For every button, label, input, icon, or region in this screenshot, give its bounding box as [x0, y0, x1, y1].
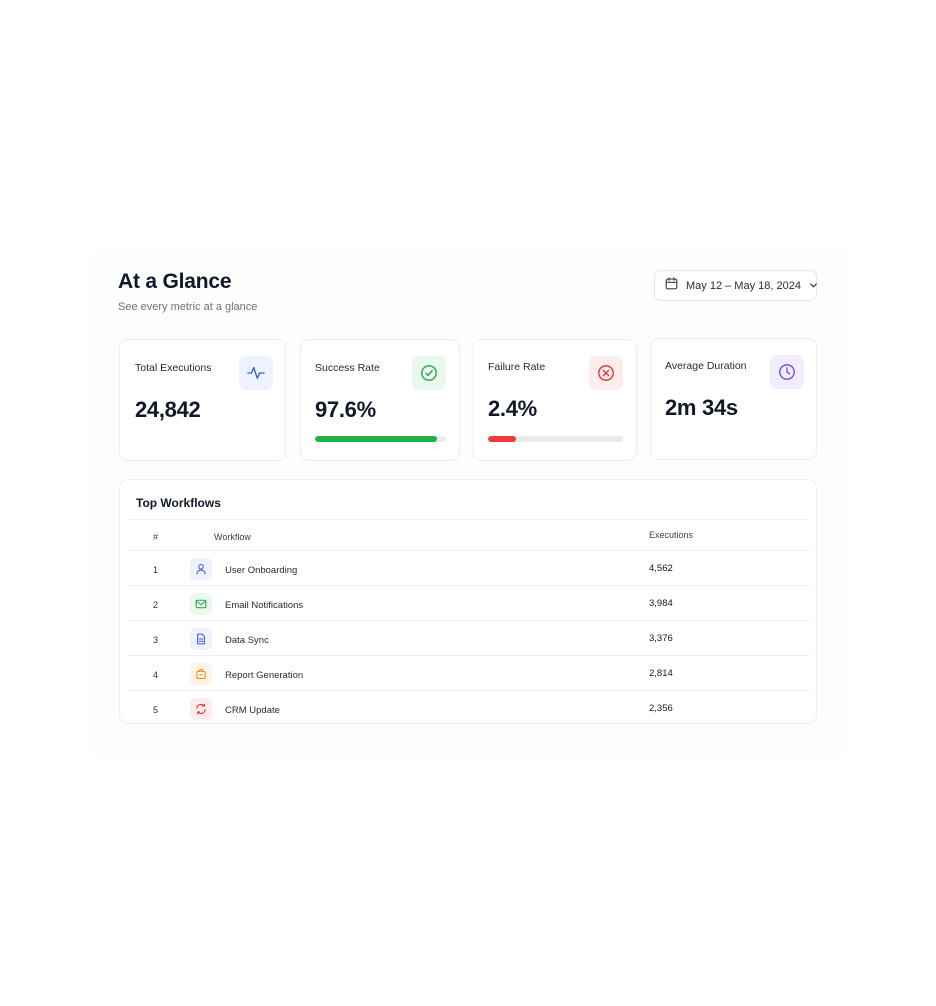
- row-rank: 4: [153, 670, 159, 680]
- metric-label: Average Duration: [665, 360, 747, 372]
- success-rate-progress-fill: [315, 436, 437, 442]
- row-rank: 2: [153, 600, 159, 610]
- activity-icon: [239, 356, 273, 390]
- workflow-name: User Onboarding: [225, 565, 298, 576]
- clock-icon: [770, 355, 804, 389]
- workflow-name: Email Notifications: [225, 600, 304, 611]
- user-icon: [190, 558, 212, 580]
- column-header-workflow: Workflow: [214, 532, 251, 542]
- table-row[interactable]: 3 Data Sync 3,376: [128, 621, 810, 656]
- metric-card-average-duration: Average Duration 2m 34s: [650, 338, 817, 460]
- document-icon: [190, 628, 212, 650]
- page-title: At a Glance: [118, 270, 232, 293]
- refresh-icon: [190, 698, 212, 720]
- table-row[interactable]: 2 Email Notifications 3,984: [128, 586, 810, 621]
- chevron-down-icon: [809, 277, 818, 295]
- column-header-number: #: [153, 532, 159, 542]
- page-subtitle: See every metric at a glance: [118, 301, 258, 313]
- workflow-name: CRM Update: [225, 705, 280, 716]
- metric-card-success-rate: Success Rate 97.6%: [300, 339, 460, 461]
- date-range-label: May 12 – May 18, 2024: [686, 279, 801, 292]
- mail-icon: [190, 593, 212, 615]
- failure-rate-progress-fill: [488, 436, 517, 442]
- x-circle-icon: [589, 356, 623, 390]
- workflow-name: Data Sync: [225, 635, 269, 646]
- metric-card-failure-rate: Failure Rate 2.4%: [473, 339, 637, 461]
- date-range-picker[interactable]: May 12 – May 18, 2024: [654, 270, 817, 301]
- workflow-executions: 2,356: [649, 703, 673, 714]
- check-circle-icon: [412, 356, 446, 390]
- success-rate-progress-bar: [315, 436, 446, 442]
- workflow-name: Report Generation: [225, 670, 304, 681]
- table-row[interactable]: 1 User Onboarding 4,562: [128, 551, 810, 586]
- failure-rate-progress-bar: [488, 436, 623, 442]
- workflow-executions: 4,562: [649, 563, 673, 574]
- table-row[interactable]: 4 Report Generation 2,814: [128, 656, 810, 691]
- metric-value: 2.4%: [488, 396, 537, 421]
- metric-label: Total Executions: [135, 362, 212, 374]
- metric-value: 97.6%: [315, 397, 376, 422]
- top-workflows-table: Top Workflows # Workflow Executions 1 Us…: [119, 479, 817, 724]
- workflow-executions: 3,376: [649, 633, 673, 644]
- top-workflows-title: Top Workflows: [136, 496, 221, 510]
- workflow-executions: 3,984: [649, 598, 673, 609]
- row-rank: 5: [153, 705, 159, 715]
- table-header: # Workflow Executions: [128, 519, 810, 551]
- metric-card-total-executions: Total Executions 24,842: [119, 339, 286, 461]
- metric-label: Success Rate: [315, 362, 380, 374]
- metric-value: 2m 34s: [665, 395, 738, 420]
- row-rank: 3: [153, 635, 159, 645]
- calendar-icon: [665, 276, 678, 295]
- row-rank: 1: [153, 565, 159, 575]
- workflow-executions: 2,814: [649, 668, 673, 679]
- column-header-executions: Executions: [649, 530, 694, 540]
- table-row[interactable]: 5 CRM Update 2,356: [128, 691, 810, 726]
- metric-label: Failure Rate: [488, 361, 546, 373]
- metric-value: 24,842: [135, 397, 201, 422]
- briefcase-icon: [190, 663, 212, 685]
